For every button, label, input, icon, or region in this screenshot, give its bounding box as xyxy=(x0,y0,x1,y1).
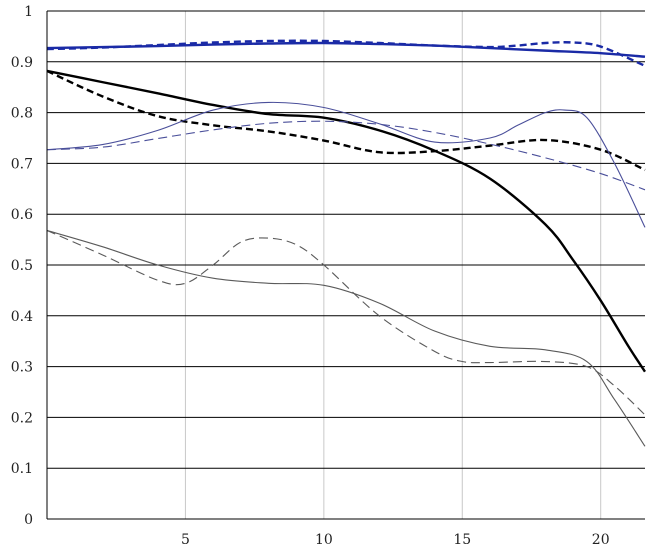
y-tick-label: 0.9 xyxy=(11,55,33,71)
series-line-2 xyxy=(46,39,646,67)
y-tick-label: 0.2 xyxy=(11,410,33,426)
x-tick-label: 5 xyxy=(181,532,190,548)
x-tick-label: 10 xyxy=(315,532,333,548)
x-tick-labels: 5 10 15 20 xyxy=(181,532,610,548)
series-line-7 xyxy=(46,229,646,447)
axes xyxy=(46,11,645,520)
y-tick-label: 0 xyxy=(24,512,33,528)
series-line-6 xyxy=(46,120,646,191)
y-tick-label: 0.7 xyxy=(11,156,33,172)
series-lines xyxy=(46,39,647,447)
series-line-5 xyxy=(46,101,646,228)
y-tick-label: 0.1 xyxy=(11,461,33,477)
y-tick-label: 0.4 xyxy=(11,309,33,325)
y-tick-label: 1 xyxy=(24,4,33,20)
series-line-3 xyxy=(46,69,647,373)
y-tick-label: 0.8 xyxy=(11,106,33,122)
y-tick-label: 0.3 xyxy=(11,360,33,376)
x-tick-label: 15 xyxy=(453,532,471,548)
y-tick-labels: 0 0.1 0.2 0.3 0.4 0.5 0.6 0.7 0.8 0.9 1 xyxy=(11,4,33,528)
series-line-8 xyxy=(46,229,646,416)
y-tick-label: 0.5 xyxy=(11,258,33,274)
series-line-1 xyxy=(46,41,646,58)
series-line-4 xyxy=(46,69,646,172)
horizontal-gridlines xyxy=(47,10,645,469)
y-tick-label: 0.6 xyxy=(11,207,33,223)
x-tick-label: 20 xyxy=(592,532,610,548)
